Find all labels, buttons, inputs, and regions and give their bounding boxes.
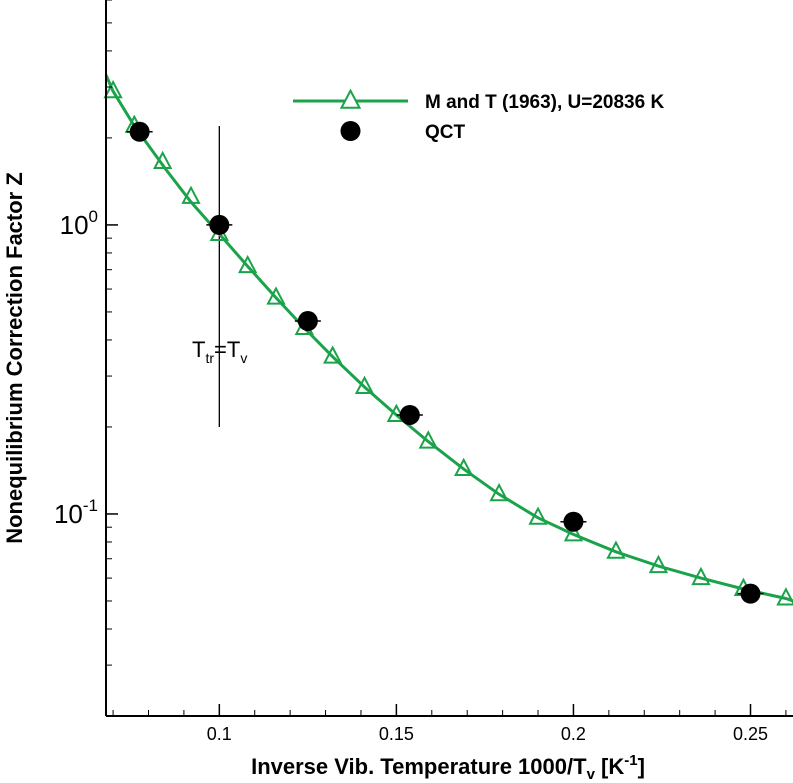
x-axis-label: Inverse Vib. Temperature 1000/Tv [K-1] <box>251 752 645 783</box>
y-tick-label-base: 10 <box>54 499 83 529</box>
plot-area <box>103 74 793 606</box>
annotation-sub2: v <box>240 350 247 366</box>
x-tick-label: 0.25 <box>733 724 768 744</box>
y-axis-label: Nonequilibrium Correction Factor Z <box>2 172 27 544</box>
triangle-marker <box>648 554 669 574</box>
legend-label-m-and-t: M and T (1963), U=20836 K <box>425 92 664 113</box>
annotation-ttr-tv: Ttr=Tv <box>192 337 247 366</box>
qct-point <box>209 214 230 235</box>
legend-qct-marker <box>340 121 361 141</box>
triangle-marker <box>237 254 258 274</box>
triangle-marker <box>776 587 793 606</box>
x-axis-label-sub: v <box>587 766 596 783</box>
annotation-eq: =T <box>214 337 240 362</box>
y-tick-label-base: 10 <box>60 210 89 240</box>
x-axis-label-main: Inverse Vib. Temperature 1000/T <box>251 754 587 779</box>
x-axis-label-unit-sup: -1 <box>624 752 637 769</box>
qct-point <box>297 311 318 332</box>
triangle-marker <box>489 482 509 502</box>
y-tick-label: 10-1 <box>54 496 98 529</box>
x-tick-label: 0.15 <box>379 724 414 744</box>
triangle-marker <box>266 286 286 305</box>
legend-label-qct: QCT <box>425 122 466 143</box>
qct-point <box>399 404 420 425</box>
triangle-marker <box>454 457 474 477</box>
x-axis-label-unit-close: ] <box>638 754 645 779</box>
x-tick-label: 0.1 <box>207 724 232 744</box>
y-tick-label: 100 <box>60 207 98 240</box>
x-axis-label-unit-open: [K <box>595 754 624 779</box>
qct-point <box>129 121 150 142</box>
triangle-marker <box>691 566 711 586</box>
x-tick-label: 0.2 <box>561 724 586 744</box>
series-line-m-and-t <box>104 74 793 603</box>
annotation-sub: tr <box>205 350 214 366</box>
triangle-marker <box>354 375 375 394</box>
annotation-base: T <box>192 337 205 362</box>
legend-triangle-marker <box>339 88 362 109</box>
triangle-marker <box>418 430 438 449</box>
triangle-marker <box>606 540 626 559</box>
triangle-marker <box>528 506 548 525</box>
triangle-marker <box>181 185 201 204</box>
triangle-marker <box>563 523 584 542</box>
y-tick-label-exp: 0 <box>89 207 98 226</box>
y-tick-label-exp: -1 <box>83 496 98 515</box>
qct-point <box>740 583 761 604</box>
triangle-marker <box>322 345 343 364</box>
triangle-marker <box>153 150 173 170</box>
triangle-marker <box>103 79 123 99</box>
legend: M and T (1963), U=20836 K QCT <box>293 88 664 143</box>
qct-point <box>563 511 584 532</box>
